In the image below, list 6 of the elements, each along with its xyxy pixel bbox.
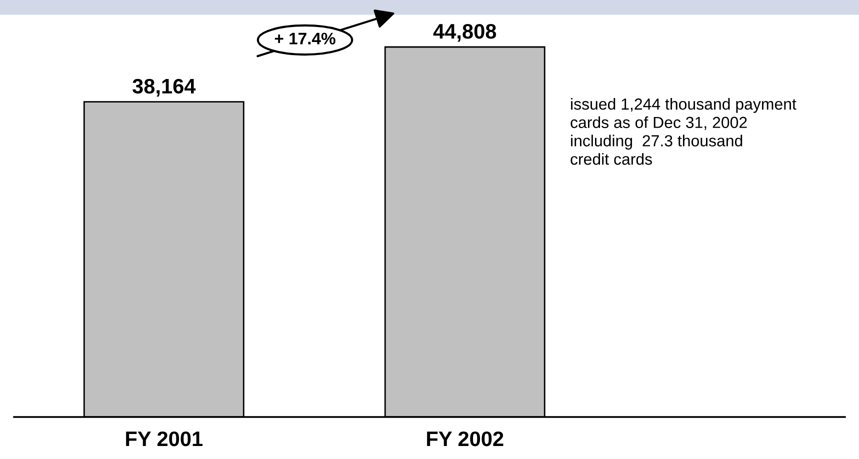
- data-label: 38,164: [132, 78, 196, 97]
- x-tick-label: FY 2001: [126, 431, 203, 446]
- data-label: 44,808: [433, 24, 496, 42]
- annotation: issued 1,244 thousand payment cards as of Dec 31, 2002 including 27.3 thousand credit cards: [570, 98, 796, 165]
- x-tick-label: FY 2002: [427, 431, 504, 446]
- text: + 17.4%: [274, 32, 336, 44]
